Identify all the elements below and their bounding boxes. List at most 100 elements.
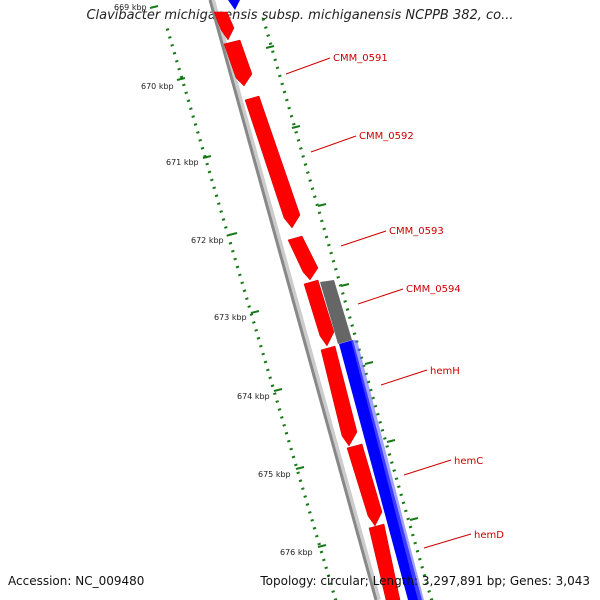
gene-hemd[interactable] (368, 523, 401, 600)
minor-tick (313, 195, 317, 199)
minor-tick (310, 187, 315, 191)
minor-tick (397, 485, 401, 489)
minor-tick (406, 517, 410, 521)
tick-674: 674 kbp (237, 388, 283, 401)
minor-tick (301, 154, 305, 158)
minor-tick (418, 557, 422, 561)
label-hemc[interactable]: hemC (403, 456, 483, 476)
tick-label-669: 669 kbp (114, 3, 147, 12)
tick-label-673: 673 kbp (214, 313, 247, 322)
gene-label-cmm-0594[interactable]: CMM_0594 (406, 284, 461, 295)
minor-tick (217, 202, 221, 206)
minor-tick (291, 455, 296, 459)
tick-673: 673 kbp (214, 310, 260, 322)
genome-summary-text: Topology: circular; Length: 3,297,891 bp… (260, 574, 590, 588)
minor-tick (193, 123, 198, 126)
minor-tick (273, 392, 277, 396)
minor-tick (315, 534, 319, 538)
minor-tick (280, 415, 284, 419)
minor-tick (299, 146, 303, 150)
minor-tick (287, 106, 291, 110)
minor-tick (184, 91, 188, 95)
minor-tick (305, 503, 310, 506)
minor-tick (411, 533, 415, 537)
minor-tick (200, 146, 205, 150)
minor-tick (394, 477, 399, 481)
gene-hemh[interactable] (320, 345, 358, 447)
label-cmm-0594[interactable]: CMM_0594 (357, 284, 461, 305)
minor-tick (205, 162, 209, 166)
minor-tick (240, 281, 244, 285)
minor-tick (320, 219, 324, 223)
minor-tick (249, 313, 254, 316)
minor-tick (210, 178, 214, 182)
minor-tick (331, 590, 335, 594)
gene-feature-blue-top[interactable] (228, 0, 240, 10)
gene-feature[interactable] (213, 11, 235, 41)
minor-tick (422, 573, 427, 577)
minor-tick (289, 447, 293, 451)
minor-tick (294, 130, 298, 134)
label-hemd[interactable]: hemD (423, 530, 504, 549)
minor-tick (292, 122, 296, 126)
minor-tick (420, 565, 424, 569)
minor-tick (221, 218, 226, 221)
minor-tick (352, 332, 357, 336)
minor-tick (303, 163, 308, 166)
gene-cmm-0592[interactable] (244, 95, 301, 229)
minor-tick (233, 257, 237, 261)
reverse-strand-genes[interactable] (228, 0, 424, 600)
tick-label-671: 671 kbp (166, 158, 199, 167)
minor-tick (413, 541, 417, 545)
minor-tick (371, 396, 375, 400)
minor-tick (322, 227, 326, 231)
gene-label-cmm-0593[interactable]: CMM_0593 (389, 226, 444, 237)
minor-tick (322, 558, 326, 562)
gene-label-hemc[interactable]: hemC (454, 456, 483, 467)
minor-tick (415, 549, 420, 553)
minor-tick (177, 67, 181, 71)
minor-tick (294, 463, 298, 467)
gene-label-hemh[interactable]: hemH (430, 366, 460, 377)
minor-tick (214, 194, 219, 198)
label-cmm-0592[interactable]: CMM_0592 (310, 131, 414, 153)
label-cmm-0593[interactable]: CMM_0593 (340, 226, 444, 247)
minor-tick (256, 336, 261, 340)
tick-label-672: 672 kbp (191, 236, 224, 245)
label-hemh[interactable]: hemH (380, 366, 460, 386)
minor-tick (261, 18, 266, 21)
other-feature[interactable] (320, 280, 352, 344)
gene-cmm-0593[interactable] (287, 235, 319, 281)
minor-tick (308, 179, 312, 183)
minor-tick (259, 344, 263, 348)
forward-strand-genes[interactable] (213, 11, 401, 600)
minor-tick (306, 171, 310, 175)
gene-cmm-0594-a[interactable] (303, 279, 335, 347)
gene-hemc[interactable] (346, 443, 383, 527)
minor-tick (303, 495, 307, 499)
minor-tick (219, 210, 223, 214)
minor-tick (282, 423, 286, 427)
minor-tick (308, 510, 312, 514)
minor-tick (278, 74, 282, 78)
gene-label-cmm-0592[interactable]: CMM_0592 (359, 131, 414, 142)
label-cmm-0591[interactable]: CMM_0591 (285, 53, 388, 75)
gene-cmm-0591[interactable] (223, 39, 253, 87)
minor-tick (317, 542, 321, 546)
gene-label-cmm-0591[interactable]: CMM_0591 (333, 53, 388, 64)
minor-tick (310, 518, 314, 522)
minor-tick (263, 360, 268, 364)
minor-tick (228, 241, 233, 245)
minor-tick (196, 130, 200, 134)
minor-tick (287, 439, 291, 443)
minor-tick (298, 479, 303, 483)
minor-tick (261, 352, 265, 356)
tick-672: 672 kbp (191, 232, 238, 245)
minor-ticks-outer (261, 18, 434, 600)
minor-tick (324, 235, 329, 239)
minor-tick (270, 384, 275, 388)
minor-tick (170, 43, 174, 47)
gene-label-hemd[interactable]: hemD (474, 530, 504, 541)
minor-tick (235, 265, 240, 269)
